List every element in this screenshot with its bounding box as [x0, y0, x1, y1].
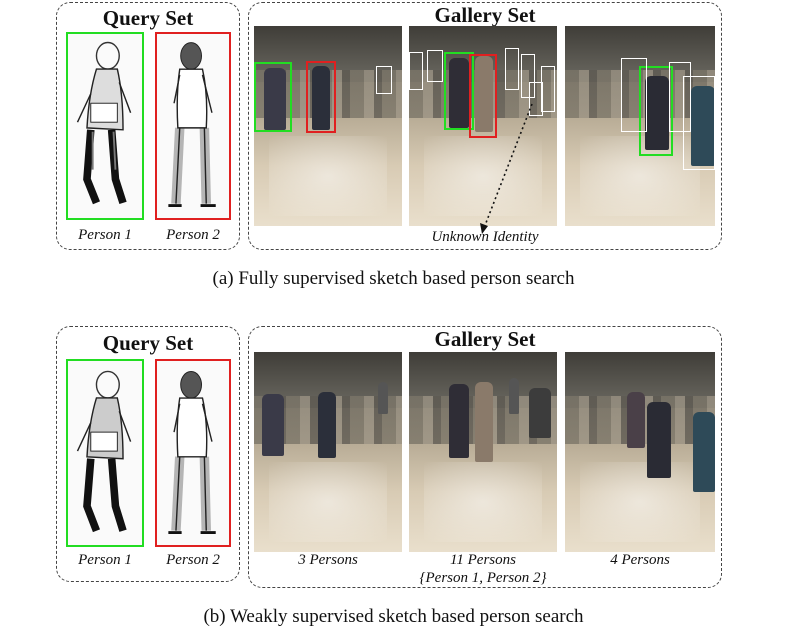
unknown-box-a2-4: [521, 54, 535, 98]
query-set-title-a: Query Set: [102, 6, 194, 30]
sketch-person-1-a: [66, 32, 144, 220]
gallery-photo-a-2: [409, 26, 557, 226]
unknown-identity-arrow: [480, 103, 533, 234]
sketch-drawing-person-2: [168, 42, 216, 207]
sketch-drawing-person-2-b: [168, 371, 216, 534]
sketch-drawing-person-1: [76, 41, 132, 205]
query-label-person-2-b: Person 2: [166, 552, 220, 568]
gallery-photo-b-3: [565, 352, 715, 552]
caption-b: (b) Weakly supervised sketch based perso…: [203, 606, 584, 627]
caption-a: (a) Fully supervised sketch based person…: [212, 268, 575, 289]
unknown-box-a3-1: [621, 58, 647, 132]
person-1-box-a1: [254, 62, 292, 132]
unknown-box-a3-2: [669, 62, 691, 132]
gallery-photo-a-3: [565, 26, 715, 226]
gallery-sublabel-b-2: {Person 1, Person 2}: [419, 570, 547, 586]
query-set-title-b: Query Set: [102, 331, 194, 355]
unknown-box-a2-6: [541, 66, 555, 112]
person-2-box-a1: [306, 61, 336, 133]
gallery-photo-a-1: [254, 26, 402, 226]
person-2-box-a2: [469, 54, 497, 138]
unknown-box-a2-2: [427, 50, 443, 82]
sketch-person-2-a: [155, 32, 231, 220]
person-1-box-a2: [444, 52, 474, 130]
sketch-person-2-b: [155, 359, 231, 547]
unknown-box-a1: [376, 66, 392, 94]
gallery-set-title-b: Gallery Set: [434, 327, 536, 351]
gallery-photo-b-1: [254, 352, 402, 552]
unknown-identity-label: Unknown Identity: [431, 229, 539, 245]
sketch-drawing-person-1-b: [76, 370, 132, 533]
gallery-photo-b-2: [409, 352, 557, 552]
unknown-box-a3-3: [683, 76, 715, 170]
sketch-person-1-b: [66, 359, 144, 547]
unknown-box-a2-3: [505, 48, 519, 90]
person-1-box-a3: [639, 66, 673, 156]
query-label-person-1-a: Person 1: [78, 227, 132, 243]
gallery-label-b-3: 4 Persons: [610, 552, 670, 568]
gallery-label-b-2: 11 Persons: [450, 552, 516, 568]
query-label-person-1-b: Person 1: [78, 552, 132, 568]
gallery-label-b-1: 3 Persons: [298, 552, 358, 568]
unknown-box-a2-5: [529, 82, 543, 116]
unknown-box-a2-1: [409, 52, 423, 90]
query-label-person-2-a: Person 2: [166, 227, 220, 243]
gallery-set-title-a: Gallery Set: [434, 3, 536, 27]
